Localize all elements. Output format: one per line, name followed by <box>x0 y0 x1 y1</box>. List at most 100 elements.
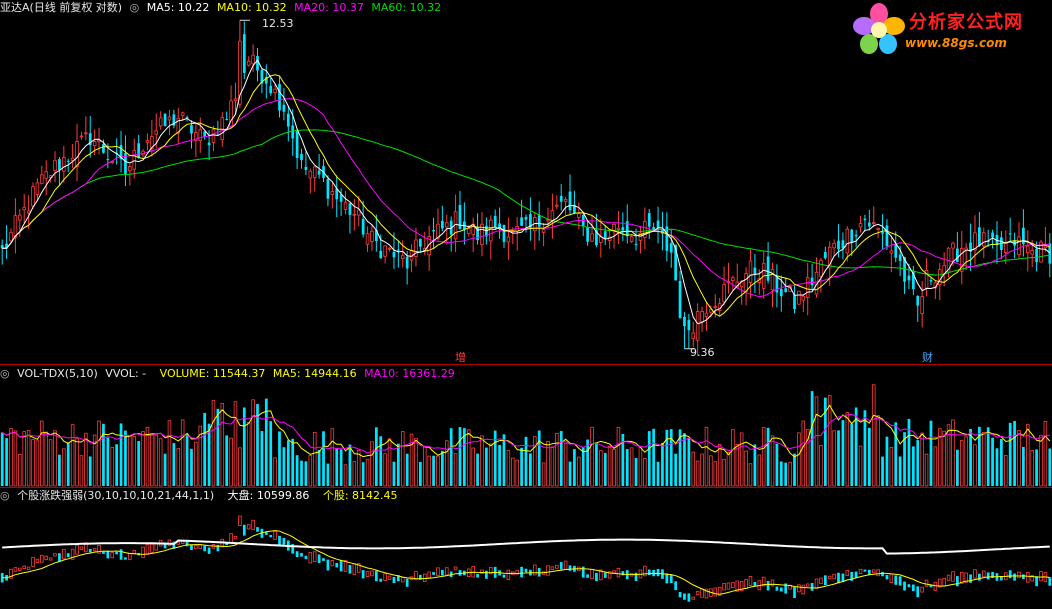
candle-body <box>577 213 581 218</box>
volume-bar <box>819 444 823 487</box>
indicator-bar <box>761 576 766 587</box>
volume-bar <box>634 458 638 486</box>
indicator-bar <box>590 569 594 580</box>
volume-bar <box>577 456 581 487</box>
indicator-bar <box>969 574 972 583</box>
indicator-bar <box>31 556 35 567</box>
candle-body <box>969 242 972 252</box>
candle-body <box>194 132 198 141</box>
volume-bar <box>678 429 682 486</box>
indicator-bar <box>427 571 431 579</box>
volume-bar <box>607 445 612 487</box>
candle-body <box>229 100 233 128</box>
indicator-bar <box>687 593 691 602</box>
candle-body <box>823 252 827 259</box>
volume-bar <box>937 428 942 487</box>
candle-body <box>225 119 229 121</box>
indicator-bar <box>124 557 127 560</box>
candle-body <box>256 55 259 71</box>
candle-body <box>978 227 981 246</box>
candle-body <box>233 98 238 101</box>
indicator-bar <box>339 560 343 572</box>
event-mark-cai[interactable]: 财 <box>922 351 933 364</box>
indicator-bar <box>128 552 132 561</box>
candle-body <box>449 220 453 235</box>
candle-body <box>387 247 392 250</box>
indicator-bar <box>911 584 915 592</box>
candle-body <box>810 277 814 286</box>
indicator-bar <box>352 563 357 575</box>
indicator-bar <box>414 571 418 581</box>
ind-toggle-icon[interactable]: ◎ <box>0 489 10 502</box>
candle-body <box>669 243 673 253</box>
candle-body <box>784 288 788 293</box>
candle-body <box>128 166 132 172</box>
indicator-bar <box>92 548 97 552</box>
volume-bar <box>735 444 740 487</box>
volume-bar <box>295 455 299 486</box>
volume-bar <box>124 430 127 486</box>
watermark-url: www.88gs.com <box>905 36 1007 50</box>
event-mark-zeng[interactable]: 增 <box>455 351 466 364</box>
pane-separator-2[interactable] <box>0 487 1052 488</box>
candle-body <box>885 225 889 247</box>
candle-body <box>312 166 317 178</box>
candle-body <box>436 223 440 239</box>
indicator-bar <box>784 583 788 594</box>
indicator-bar <box>264 531 268 535</box>
volume-bar <box>132 436 137 487</box>
candle-body <box>70 157 75 161</box>
indicator-bar <box>841 573 845 583</box>
market-legend: 大盘: 10599.86 <box>227 489 310 502</box>
candle-body <box>753 267 757 275</box>
candle-body <box>881 232 884 234</box>
candle-body <box>176 117 181 134</box>
volume-bar <box>524 436 528 486</box>
volume-bar <box>374 427 378 486</box>
volume-bar <box>62 448 66 487</box>
indicator-bar <box>361 570 365 579</box>
volume-bar <box>629 447 634 487</box>
candle-body <box>568 191 572 211</box>
volume-bar <box>5 438 8 486</box>
volume-bar <box>379 436 383 486</box>
volume-bar <box>167 420 172 487</box>
indicator-bar <box>119 549 123 560</box>
volume-bar <box>506 450 511 487</box>
volume-bar <box>422 445 427 487</box>
candle-body <box>541 229 546 233</box>
volume-bar <box>0 432 4 486</box>
indicator-bar <box>110 552 115 559</box>
volume-bar <box>356 449 361 487</box>
candle-body <box>79 135 84 138</box>
candle-body <box>405 256 409 269</box>
indicator-bar <box>436 567 440 576</box>
candle-body <box>432 230 435 232</box>
indicator-bar <box>845 569 850 576</box>
volume-bar <box>863 410 867 486</box>
volume-bar <box>110 447 115 487</box>
pane-separator-1[interactable] <box>0 364 1052 365</box>
volume-bar <box>66 442 70 486</box>
vol-toggle-icon[interactable]: ◎ <box>0 367 10 380</box>
candle-body <box>84 132 88 135</box>
volume-bar <box>568 461 572 486</box>
indicator-bar <box>1026 571 1030 583</box>
candle-body <box>493 215 497 227</box>
indicator-bar <box>278 535 281 547</box>
volume-bar <box>392 461 396 486</box>
candle-body <box>92 141 97 147</box>
candle-body <box>62 157 66 172</box>
volume-bar <box>418 461 422 486</box>
volume-bar <box>194 441 198 487</box>
volume-bar <box>1000 438 1003 486</box>
volume-bar <box>387 438 392 487</box>
header-toggle-icon[interactable]: ◎ <box>129 1 140 14</box>
indicator-bar <box>176 541 181 545</box>
candle-body <box>867 222 871 227</box>
indicator-bar <box>335 562 339 568</box>
volume-bar <box>13 430 18 487</box>
candle-body <box>335 188 339 200</box>
volume-bar <box>766 427 770 486</box>
